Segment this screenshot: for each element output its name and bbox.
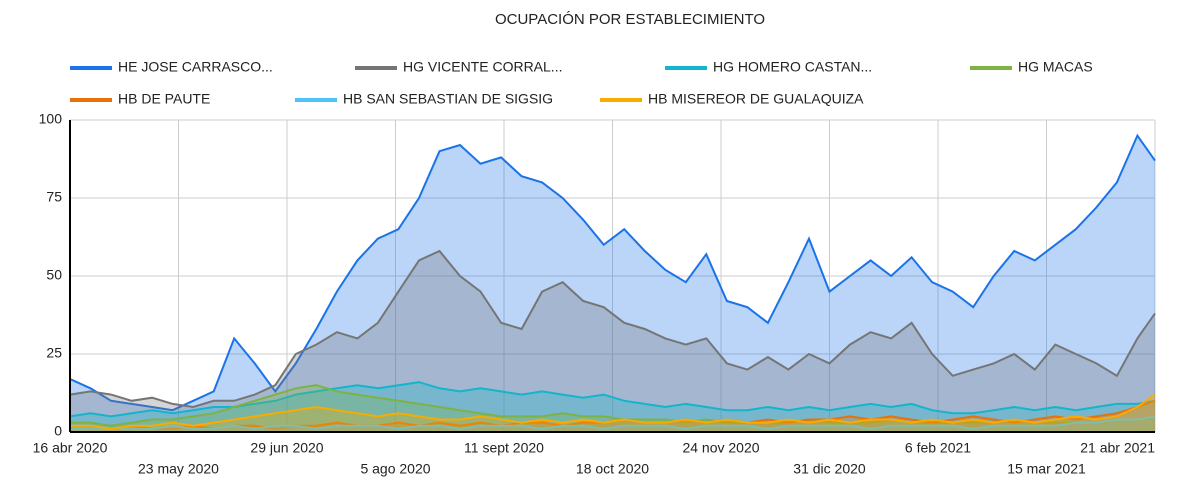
x-tick-label: 31 dic 2020 <box>793 461 866 477</box>
legend-label: HG MACAS <box>1018 59 1093 75</box>
x-tick-label: 24 nov 2020 <box>682 440 759 456</box>
area <box>70 394 1155 432</box>
series-line <box>69 249 1156 409</box>
x-tick-label: 5 ago 2020 <box>360 461 430 477</box>
x-tick-label: 29 jun 2020 <box>250 440 323 456</box>
legend-label: HB SAN SEBASTIAN DE SIGSIG <box>343 91 553 107</box>
area <box>70 416 1155 432</box>
legend-label: HG HOMERO CASTAN... <box>713 59 872 75</box>
series-line <box>70 384 1156 427</box>
x-tick-label: 15 mar 2021 <box>1007 461 1086 477</box>
legend-label: HB DE PAUTE <box>118 91 210 107</box>
series-line <box>70 415 1156 430</box>
x-tick-label: 21 abr 2021 <box>1080 440 1155 456</box>
legend-label: HB MISEREOR DE GUALAQUIZA <box>648 91 864 107</box>
y-tick-label: 25 <box>46 345 62 361</box>
x-tick-label: 18 oct 2020 <box>576 461 649 477</box>
series-line <box>70 393 1156 430</box>
y-tick-label: 100 <box>39 111 63 127</box>
chart-title: OCUPACIÓN POR ESTABLECIMIENTO <box>495 11 765 28</box>
x-tick-label: 6 feb 2021 <box>905 440 971 456</box>
x-tick-label: 11 sept 2020 <box>464 440 544 456</box>
y-tick-label: 50 <box>46 267 62 283</box>
series-line <box>69 133 1156 412</box>
area <box>70 135 1155 432</box>
x-tick-label: 16 abr 2020 <box>33 440 108 456</box>
series-line <box>69 381 1156 418</box>
x-tick-label: 23 may 2020 <box>138 461 219 477</box>
legend-label: HE JOSE CARRASCO... <box>118 59 273 75</box>
legend-label: HG VICENTE CORRAL... <box>403 59 562 75</box>
area <box>70 385 1155 432</box>
y-tick-label: 0 <box>54 423 62 439</box>
y-tick-label: 75 <box>46 189 62 205</box>
